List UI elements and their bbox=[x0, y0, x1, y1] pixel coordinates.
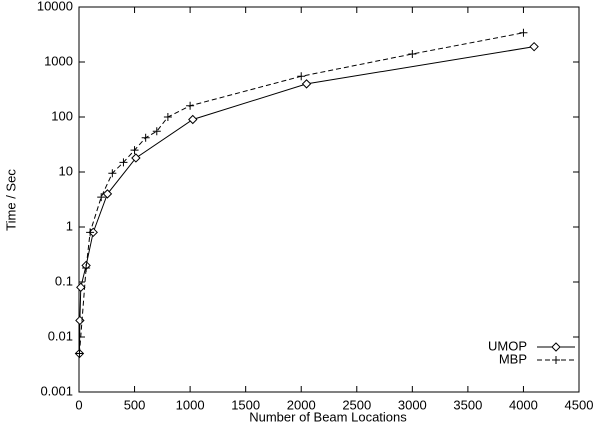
marker bbox=[529, 41, 539, 52]
x-tick-label: 500 bbox=[124, 397, 146, 412]
marker bbox=[297, 72, 306, 81]
y-tick-label: 0.001 bbox=[40, 383, 73, 398]
legend-marker bbox=[551, 342, 561, 352]
x-tick-label: 2000 bbox=[287, 397, 316, 412]
y-tick-label: 1000 bbox=[44, 53, 73, 68]
marker bbox=[131, 153, 141, 163]
marker bbox=[108, 169, 117, 178]
y-tick-label: 0.01 bbox=[48, 328, 73, 343]
marker bbox=[188, 114, 198, 125]
y-tick-label: 10000 bbox=[37, 0, 73, 13]
y-tick-label: 0.1 bbox=[55, 273, 73, 288]
y-tick-label: 10 bbox=[59, 163, 73, 178]
x-tick-label: 3000 bbox=[398, 397, 427, 412]
x-tick-label: 2500 bbox=[342, 397, 371, 412]
marker bbox=[130, 146, 139, 155]
marker bbox=[301, 79, 312, 89]
marker bbox=[152, 127, 161, 136]
series-line bbox=[78, 46, 535, 354]
marker bbox=[82, 263, 91, 272]
y-axis-label: Time / Sec bbox=[3, 169, 18, 231]
marker bbox=[408, 49, 417, 58]
x-tick-label: 4500 bbox=[565, 397, 594, 412]
marker bbox=[97, 193, 106, 202]
marker bbox=[86, 228, 95, 237]
legend-label: UMOP bbox=[488, 338, 527, 353]
x-tick-label: 4000 bbox=[509, 397, 538, 412]
marker bbox=[76, 282, 86, 293]
y-tick-label: 1 bbox=[66, 218, 73, 233]
marker bbox=[102, 189, 113, 199]
x-axis-label: Number of Beam Locations bbox=[249, 409, 407, 424]
marker bbox=[75, 349, 84, 358]
x-tick-label: 3500 bbox=[453, 397, 482, 412]
x-tick-label: 1500 bbox=[231, 397, 260, 412]
marker bbox=[519, 28, 528, 37]
x-tick-label: 1000 bbox=[176, 397, 205, 412]
legend-marker bbox=[552, 356, 560, 364]
marker bbox=[186, 101, 195, 110]
marker bbox=[163, 113, 172, 121]
legend-label: MBP bbox=[499, 351, 527, 366]
marker bbox=[119, 158, 128, 167]
series-line bbox=[78, 32, 524, 354]
y-tick-label: 100 bbox=[51, 108, 73, 123]
plot-frame bbox=[78, 6, 580, 393]
x-tick-label: 0 bbox=[75, 397, 82, 412]
marker bbox=[141, 133, 150, 142]
